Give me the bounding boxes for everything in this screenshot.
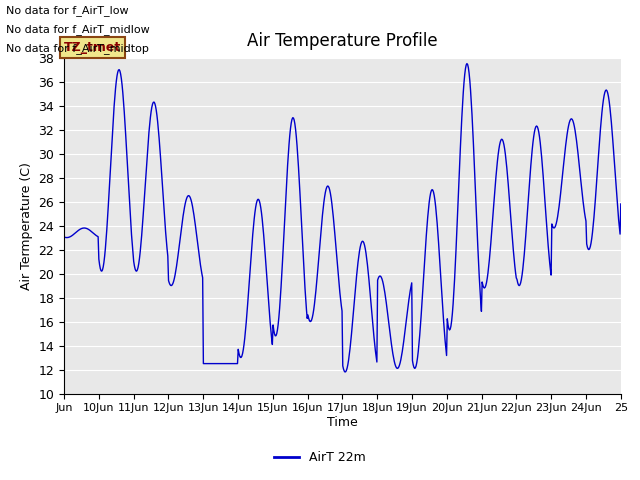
- Title: Air Temperature Profile: Air Temperature Profile: [247, 33, 438, 50]
- Text: No data for f_AirT_low: No data for f_AirT_low: [6, 5, 129, 16]
- Y-axis label: Air Termperature (C): Air Termperature (C): [20, 162, 33, 289]
- Text: TZ_tmet: TZ_tmet: [64, 41, 121, 54]
- X-axis label: Time: Time: [327, 416, 358, 429]
- Text: No data for f_AirT_midlow: No data for f_AirT_midlow: [6, 24, 150, 35]
- Legend: AirT 22m: AirT 22m: [269, 446, 371, 469]
- Text: No data for f_AirT_midtop: No data for f_AirT_midtop: [6, 43, 149, 54]
